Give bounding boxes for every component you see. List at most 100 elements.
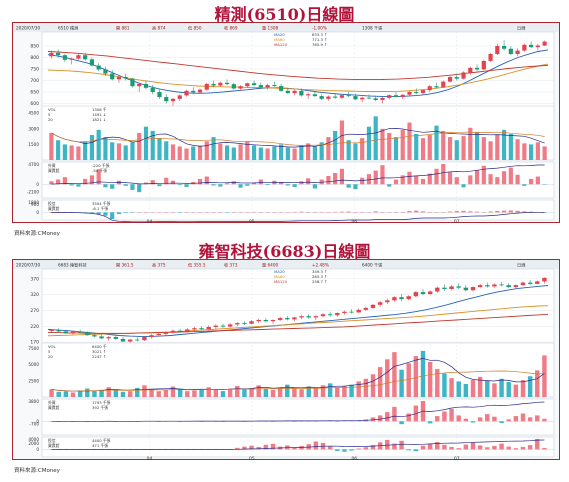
candle-body [270,319,276,322]
trust-bar [339,211,345,213]
candle-body [327,314,333,316]
foreign-bar [441,164,446,185]
candle-body [399,297,404,300]
volume-bar [463,384,469,397]
foreign-legend-value: -220 千張 [92,163,110,168]
volume-ma-line [51,128,545,148]
header-text: 2020/07/30 [16,26,40,31]
ma-legend-value: 833.3 ↑ [312,32,327,37]
volume-bar [366,126,372,160]
trust-bar [356,448,361,450]
foreign-legend-label: 外資 [48,163,56,168]
volume-bar [249,387,254,397]
volume-tick-label: 1500 [28,142,39,147]
price-tick-label: 700 [30,78,39,84]
candle-body [312,94,317,97]
candle-body [123,77,128,79]
candle-body [319,96,324,99]
candle-body [204,83,209,90]
volume-bar [356,381,361,397]
volume-bar [279,144,284,160]
candle-body [170,98,176,102]
header-text: 6683 雍智科技 [58,262,88,269]
foreign-bar [312,184,317,189]
candle-body [320,314,326,317]
volume-bar [442,373,447,397]
volume-bar [468,127,473,160]
candle-body [427,291,433,295]
trust-bar [454,211,459,213]
candle-body [442,287,447,289]
volume-bar [529,144,534,160]
foreign-legend-label: 買賣超 [48,168,60,173]
volume-bar [292,148,297,160]
candle-body [363,307,369,310]
volume-bar [56,391,61,397]
volume-bar [197,145,203,160]
volume-bar [285,384,290,397]
trust-bar [385,439,390,450]
foreign-bar [542,418,547,422]
foreign-bar [251,182,257,185]
candle-body [143,83,149,88]
candle-body [279,85,284,91]
foreign-bar [477,417,483,422]
foreign-tick-label: 0 [36,182,39,187]
ma-line-ma20 [47,285,549,337]
volume-bar [413,356,419,397]
volume-bar [400,129,405,160]
candle-body [106,337,111,339]
chart-6510: 2020/07/30 6510 精測 開 881 高 874 低 850 收 869 量 1… [12,22,560,228]
candle-body [258,85,263,88]
foreign-bar [385,412,390,422]
volume-bar [263,388,269,397]
foreign-bar [89,175,95,185]
candle-body [313,316,319,318]
stock-chart-6683: 2020/07/30 6683 雍智科技 開 361.5 高 375 低 355.5 收 … [12,259,560,462]
trust-bar [456,448,461,450]
foreign-tick-label: -2100 [27,190,40,195]
volume-bar [192,390,197,397]
x-tick-label: 05 [249,219,255,224]
candle-body [89,59,95,66]
foreign-bar [392,406,397,422]
foreign-bar [520,413,526,422]
trust-tick-label: 0 [36,210,39,215]
foreign-bar [150,180,155,185]
price-tick-label: 850 [30,43,39,49]
volume-bar [360,138,365,160]
volume-bar [380,128,385,160]
candle-body [326,96,331,99]
volume-panel [41,342,555,398]
trust-legend-label: 買賣超 [48,443,60,448]
candle-body [353,96,358,100]
ma-legend-value: 771.3 ↑ [312,37,327,42]
candle-body [116,77,122,80]
volume-bar [70,392,76,397]
trust-bar [461,210,466,213]
candle-body [184,90,189,96]
candle-body [245,83,250,87]
volume-tick-label: 3000 [28,126,39,131]
trust-bar [116,212,122,215]
foreign-bar [535,415,540,422]
foreign-bar [442,411,447,422]
foreign-bar [454,177,459,185]
trust-bar [89,212,95,214]
foreign-bar [481,165,486,185]
foreign-bar [285,184,290,186]
foreign-bar [420,178,426,185]
volume-bar [454,140,459,160]
foreign-legend-label: 買賣超 [48,405,60,410]
volume-bar [373,116,378,160]
chart-header-bar [13,260,559,269]
trust-bar [499,443,504,450]
trust-legend-label: 投信 [48,438,56,443]
foreign-bar [353,184,358,190]
volume-bar [387,132,392,160]
candle-body [110,73,115,80]
candle-body [342,311,347,314]
header-text: -1.00% [312,26,327,31]
foreign-bar [349,420,354,422]
candle-body [285,90,290,94]
